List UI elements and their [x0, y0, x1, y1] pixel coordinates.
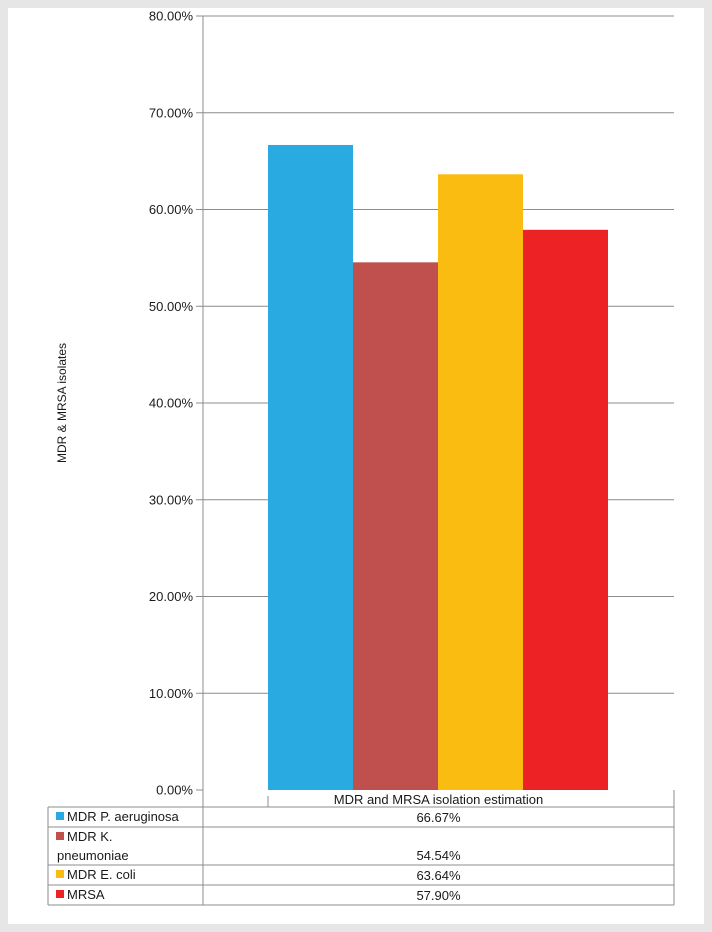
- bar-chart: 0.00% 10.00% 20.00% 30.00% 40.00% 50.00% 60.00…: [47, 9, 675, 906]
- data-label: 66.67%: [416, 810, 461, 825]
- legend-label: MRSA: [67, 887, 105, 902]
- data-table: MDR and MRSA isolation estimation MDR P. …: [47, 790, 675, 906]
- y-tick-label: 30.00%: [149, 492, 194, 507]
- y-tick-label: 80.00%: [149, 9, 194, 24]
- legend-key: [56, 832, 64, 840]
- legend-label: MDR P. aeruginosa: [67, 809, 180, 824]
- y-tick-label: 10.00%: [149, 686, 194, 701]
- y-tick-label: 20.00%: [149, 589, 194, 604]
- y-axis-title: MDR & MRSA isolates: [55, 343, 69, 463]
- y-tick-label: 50.00%: [149, 299, 194, 314]
- data-label: 57.90%: [416, 888, 461, 903]
- bar: [438, 174, 523, 790]
- legend-key: [56, 812, 64, 820]
- category-label: MDR and MRSA isolation estimation: [334, 792, 544, 807]
- bar: [353, 262, 438, 790]
- chart-frame: 0.00% 10.00% 20.00% 30.00% 40.00% 50.00% 60.00…: [8, 8, 704, 924]
- y-tick-label: 70.00%: [149, 105, 194, 120]
- legend-key: [56, 890, 64, 898]
- bar: [523, 229, 608, 790]
- y-tick-label: 40.00%: [149, 396, 194, 411]
- legend-label: MDR K.: [67, 829, 113, 844]
- data-label: 63.64%: [416, 868, 461, 883]
- bars: [268, 144, 608, 790]
- y-tick-label: 0.00%: [156, 783, 193, 798]
- y-tick-label: 60.00%: [149, 202, 194, 217]
- data-label: 54.54%: [416, 848, 461, 863]
- legend-label: MDR E. coli: [67, 867, 136, 882]
- legend-label: pneumoniae: [57, 848, 129, 863]
- y-tick-labels: 0.00% 10.00% 20.00% 30.00% 40.00% 50.00% 60.00…: [149, 9, 203, 798]
- bar: [268, 144, 353, 790]
- legend-key: [56, 870, 64, 878]
